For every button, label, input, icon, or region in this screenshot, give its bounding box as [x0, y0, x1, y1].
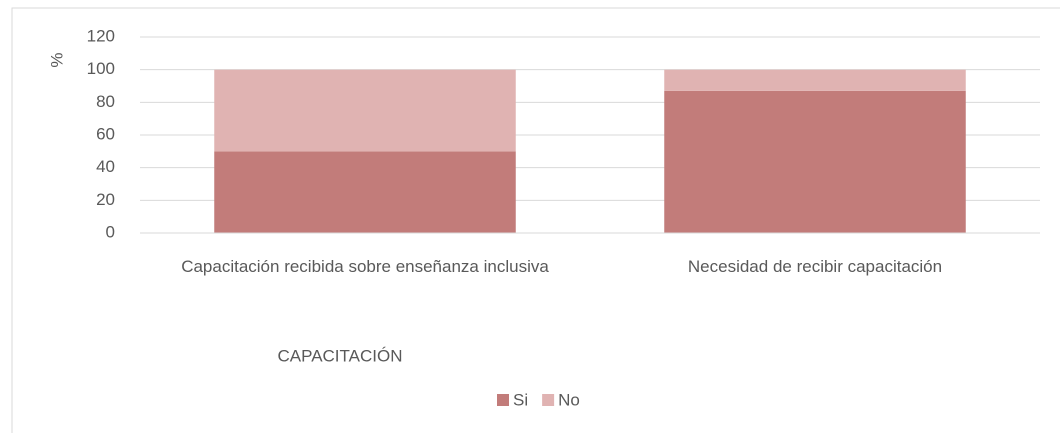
legend-label: Si: [513, 390, 528, 409]
y-tick-label: 60: [96, 124, 115, 143]
y-tick-label: 0: [106, 222, 115, 241]
y-axis-label: %: [47, 52, 66, 67]
bar-segment: [664, 69, 966, 91]
legend-swatch: [542, 394, 555, 406]
bar-segment: [664, 90, 966, 234]
y-tick-label: 100: [87, 59, 115, 78]
y-tick-label: 80: [96, 92, 115, 111]
bar-segment: [214, 69, 516, 152]
chart-border: [11, 7, 1060, 433]
legend-swatch: [497, 394, 509, 406]
x-tick-label: Capacitación recibida sobre enseñanza in…: [181, 257, 549, 276]
legend-label: No: [558, 390, 580, 409]
y-tick-label: 40: [96, 157, 115, 176]
bar-segment: [214, 151, 516, 233]
y-tick-label: 120: [87, 26, 115, 45]
x-tick-label: Necesidad de recibir capacitación: [687, 257, 943, 276]
y-tick-label: 20: [96, 190, 115, 209]
x-axis-label: CAPACITACIÓN: [278, 346, 403, 365]
